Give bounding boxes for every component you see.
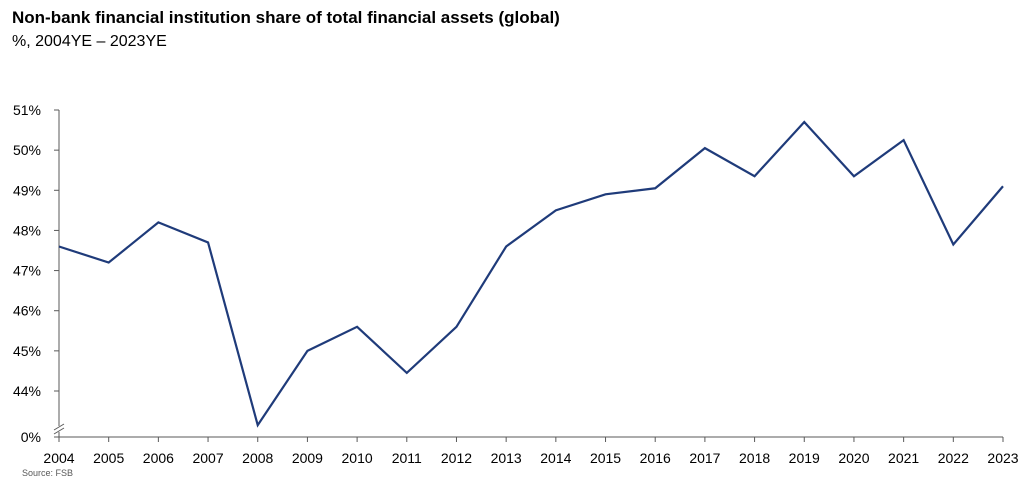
source-note: Source: FSB <box>22 468 74 478</box>
y-tick-label: 48% <box>13 222 41 238</box>
x-tick-label: 2015 <box>590 450 621 466</box>
x-tick-label: 2014 <box>540 450 571 466</box>
x-tick-label: 2019 <box>789 450 820 466</box>
y-tick-label: 44% <box>13 383 41 399</box>
chart-title: Non-bank financial institution share of … <box>12 8 560 27</box>
series-layer <box>58 120 1004 428</box>
axis-break-mark <box>53 423 65 431</box>
x-tick-label: 2013 <box>491 450 522 466</box>
x-tick-label: 2012 <box>441 450 472 466</box>
series-line <box>58 120 1004 428</box>
y-tick-label: 50% <box>13 142 41 158</box>
x-tick-label: 2016 <box>640 450 671 466</box>
y-tick-label: 47% <box>13 263 41 279</box>
x-tick-label: 2021 <box>888 450 919 466</box>
x-tick-label: 2007 <box>192 450 223 466</box>
x-tick-label: 2010 <box>342 450 373 466</box>
x-tick-label: 2022 <box>938 450 969 466</box>
x-tick-label: 2023 <box>987 450 1018 466</box>
x-tick-label: 2009 <box>292 450 323 466</box>
y-tick-label: 0% <box>21 429 41 445</box>
x-tick-label: 2004 <box>43 450 74 466</box>
y-axis: 0% 44% 45% 46% 47% 48% 49% 50% 51% <box>13 102 65 445</box>
axis-break-mark <box>53 427 65 435</box>
x-tick-label: 2006 <box>143 450 174 466</box>
y-tick-label: 45% <box>13 343 41 359</box>
x-tick-label: 2017 <box>689 450 720 466</box>
x-tick-label: 2020 <box>838 450 869 466</box>
x-tick-label: 2018 <box>739 450 770 466</box>
y-tick-label: 46% <box>13 303 41 319</box>
y-tick-label: 49% <box>13 182 41 198</box>
y-tick-label: 51% <box>13 102 41 118</box>
x-tick-label: 2005 <box>93 450 124 466</box>
x-tick-label: 2011 <box>392 450 422 466</box>
x-axis: 2004 2005 2006 2007 2008 2009 2010 2011 2012 2013… <box>43 436 1019 466</box>
x-tick-label: 2008 <box>242 450 273 466</box>
chart-subtitle: %, 2004YE – 2023YE <box>12 33 167 50</box>
